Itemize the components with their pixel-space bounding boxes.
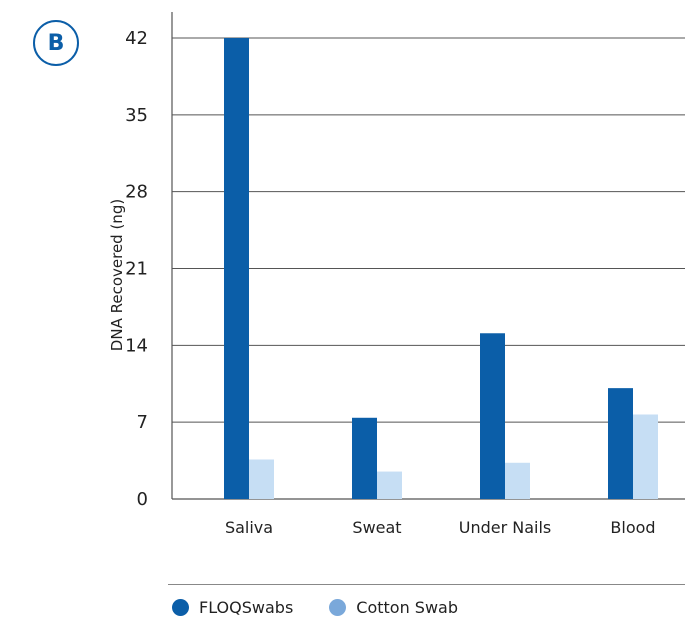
- y-tick-label-14: 14: [125, 335, 148, 356]
- bar-chart: 0 7 14 21 28 35 42 Saliva Sweat Under Nails Blood…: [108, 12, 685, 537]
- x-category-label-under-nails: Under Nails: [459, 518, 552, 537]
- category-labels: Saliva Sweat Under Nails Blood: [225, 518, 656, 537]
- x-category-label-saliva: Saliva: [225, 518, 273, 537]
- bar-under-nails-cotton-swab: [505, 462, 530, 499]
- legend-label-floqswabs: FLOQSwabs: [199, 598, 294, 617]
- y-tick-label-42: 42: [125, 28, 148, 49]
- legend-item-floqswabs: FLOQSwabs: [172, 598, 293, 617]
- y-tick-label-21: 21: [125, 259, 148, 280]
- legend-swatch-floqswabs: [172, 599, 189, 616]
- y-tick-label-35: 35: [125, 105, 148, 126]
- bar-under-nails-floqswabs: [480, 333, 505, 499]
- bars: [224, 38, 658, 499]
- legend-item-cotton-swab: Cotton Swab: [329, 598, 458, 617]
- tick-labels: 0 7 14 21 28 35 42: [125, 28, 148, 510]
- bar-blood-cotton-swab: [633, 414, 658, 499]
- bar-sweat-floqswabs: [352, 417, 377, 499]
- legend: FLOQSwabs Cotton Swab: [172, 598, 494, 617]
- panel-label-badge: B: [33, 20, 79, 66]
- bar-saliva-cotton-swab: [249, 459, 274, 499]
- y-tick-label-28: 28: [125, 182, 148, 203]
- y-tick-label-0: 0: [137, 489, 148, 510]
- legend-swatch-cotton-swab: [329, 599, 347, 616]
- y-tick-label-7: 7: [137, 412, 148, 433]
- x-category-label-blood: Blood: [610, 518, 655, 537]
- legend-label-cotton-swab: Cotton Swab: [356, 598, 459, 617]
- legend-divider: [168, 584, 685, 585]
- x-category-label-sweat: Sweat: [352, 518, 401, 537]
- bar-blood-floqswabs: [608, 388, 633, 499]
- y-axis-label: DNA Recovered (ng): [108, 199, 126, 351]
- bar-saliva-floqswabs: [224, 38, 249, 499]
- bar-sweat-cotton-swab: [377, 471, 402, 499]
- gridlines: [172, 37, 685, 423]
